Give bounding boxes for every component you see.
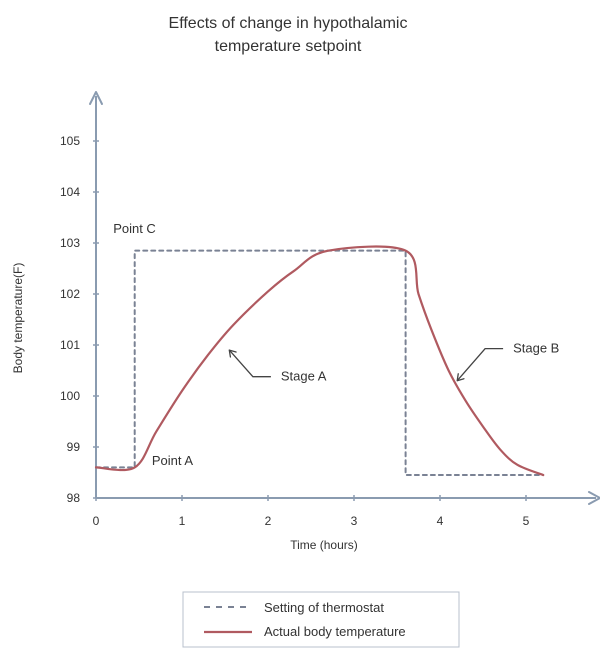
annotation-layer: Point C Point A Stage A Stage B — [113, 221, 559, 468]
x-tick-label: 2 — [265, 514, 272, 528]
y-tick-label: 103 — [60, 236, 80, 250]
series-line-body-temperature — [94, 245, 545, 477]
annotation-label: Point C — [113, 221, 156, 236]
y-tick-label: 105 — [60, 134, 80, 148]
y-ticks: 98 99 100 101 102 103 104 105 — [60, 134, 99, 505]
legend-label-thermostat: Setting of thermostat — [264, 600, 384, 615]
chart-title: Effects of change in hypothalamic temper… — [169, 15, 408, 55]
chart-title-line-2: temperature setpoint — [215, 38, 362, 55]
legend-label-body-temp: Actual body temperature — [264, 624, 406, 639]
x-tick-label: 5 — [523, 514, 530, 528]
x-tick-label: 0 — [93, 514, 100, 528]
y-tick-label: 104 — [60, 185, 80, 199]
annotation-leader-line — [228, 349, 271, 378]
legend: Setting of thermostat Actual body temper… — [182, 591, 460, 648]
annotation-arrowhead — [228, 349, 237, 358]
y-tick-label: 102 — [60, 287, 80, 301]
axes — [89, 91, 600, 505]
annotation-label: Stage B — [513, 341, 559, 356]
x-tick-label: 3 — [351, 514, 358, 528]
series-line-thermostat — [95, 249, 545, 477]
x-ticks: 0 1 2 3 4 5 — [93, 495, 530, 528]
annotation-leader-line — [456, 348, 504, 382]
annotation-arrowhead — [456, 373, 465, 382]
x-tick-label: 4 — [437, 514, 444, 528]
y-tick-label: 99 — [67, 440, 81, 454]
legend-box — [182, 591, 460, 648]
series-layer — [94, 245, 545, 477]
x-axis-arrow — [588, 491, 600, 505]
y-tick-label: 101 — [60, 338, 80, 352]
y-axis-label: Body temperature(F) — [11, 263, 25, 374]
y-tick-label: 100 — [60, 389, 80, 403]
x-axis-label: Time (hours) — [290, 538, 358, 552]
chart-title-line-1: Effects of change in hypothalamic — [169, 15, 408, 32]
y-axis-arrow — [89, 91, 103, 105]
annotation-label: Stage A — [281, 369, 327, 384]
annotation-label: Point A — [152, 453, 194, 468]
y-tick-label: 98 — [67, 491, 81, 505]
x-tick-label: 1 — [179, 514, 186, 528]
